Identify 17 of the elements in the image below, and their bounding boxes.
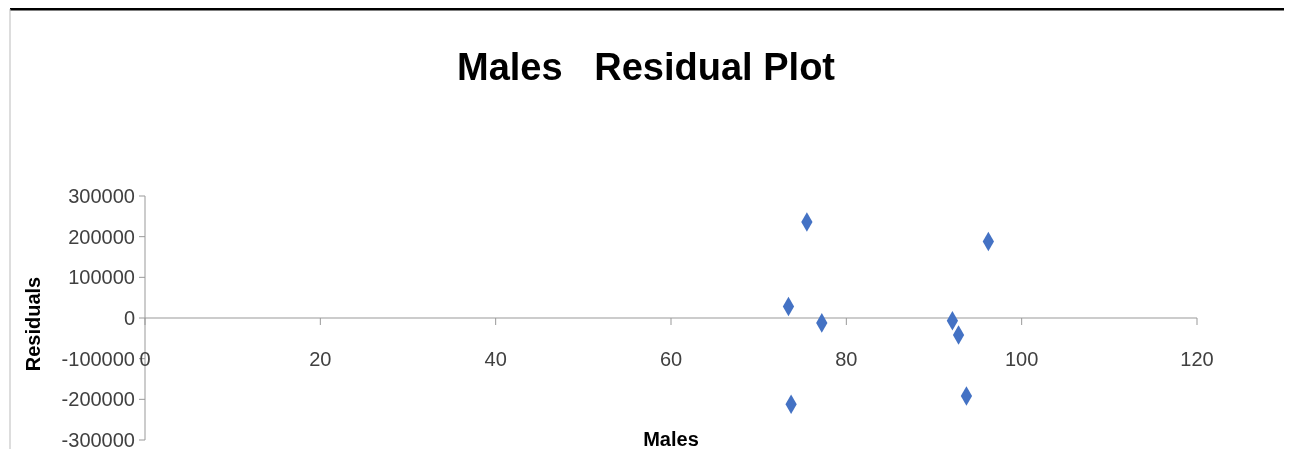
y-tick-label: 200000 <box>68 225 135 248</box>
y-tick-label: 300000 <box>68 185 135 207</box>
y-tick-label: -300000 <box>61 429 135 451</box>
x-tick-label: 60 <box>659 348 683 370</box>
y-tick-label: 100000 <box>68 266 135 289</box>
y-tick-label: -200000 <box>61 388 135 411</box>
x-tick-label: 120 <box>1180 348 1214 370</box>
y-tick-label: 0 <box>123 307 135 329</box>
x-tick-label: 80 <box>835 348 858 370</box>
y-tick-label: -100000 <box>61 347 135 370</box>
x-tick-label: 40 <box>484 348 507 370</box>
x-tick-label: 0 <box>139 348 151 370</box>
y-axis-title: Residuals <box>22 276 44 372</box>
x-tick-label: 20 <box>309 348 332 370</box>
x-axis-title: Males <box>643 428 699 450</box>
x-tick-label: 100 <box>1004 348 1039 370</box>
chart-title: Males Residual Plot <box>457 46 836 88</box>
